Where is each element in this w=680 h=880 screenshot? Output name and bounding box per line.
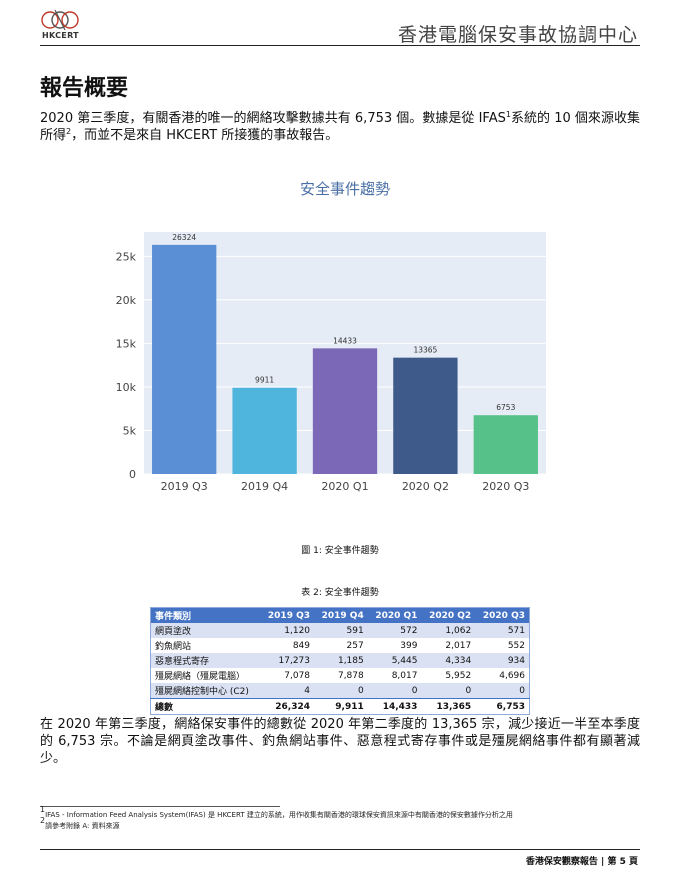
organization-name: 香港電腦保安事故協調中心 [397, 24, 638, 46]
table-cell: 399 [367, 638, 422, 653]
bar [473, 415, 538, 474]
bar [312, 348, 378, 474]
table-cell: 網頁塗改 [150, 623, 261, 638]
table-cell: 257 [314, 638, 368, 653]
intro-text-1: 2020 第三季度，有關香港的唯一的網絡攻擊數據共有 6,753 個。數據是從 … [40, 111, 506, 126]
table-cell: 0 [314, 683, 368, 699]
table-cell: 1,062 [421, 623, 476, 638]
x-tick-label: 2019 Q4 [241, 480, 288, 493]
footer-divider [40, 849, 640, 850]
table-cell: 13,365 [421, 698, 476, 715]
bar [152, 244, 217, 474]
table-cell: 2,017 [421, 638, 476, 653]
hkcert-logo-icon [41, 9, 79, 31]
y-tick-label: 20k [116, 294, 137, 307]
table-cell: 釣魚網站 [150, 638, 261, 653]
chart-title: 安全事件趨勢 [300, 180, 390, 198]
footnote-ref-2: 2 [66, 127, 72, 136]
table-cell: 5,445 [367, 653, 422, 668]
footer-page-label: 香港保安觀察報告 | 第 5 頁 [525, 857, 638, 867]
table-cell: 572 [367, 623, 422, 638]
table-cell: 1,185 [314, 653, 368, 668]
table-cell: 惡意程式寄存 [150, 653, 261, 668]
bar-data-label: 26324 [172, 233, 196, 242]
footnote-text: 請參考附錄 A: 資料來源 [45, 822, 120, 830]
table-header-cell: 事件類別 [150, 607, 261, 623]
table-cell: 26,324 [260, 698, 315, 715]
table-cell: 8,017 [367, 668, 422, 683]
incident-trend-chart: 安全事件趨勢 0 5k 10k 15k 20k 25k 26324 2019 Q3 9911 201… [100, 170, 560, 500]
table-cell: 1,120 [260, 623, 315, 638]
footnote-mark: 1 [40, 805, 46, 814]
table-cell: 6,753 [475, 698, 530, 715]
table-caption: 表 2: 安全事件趨勢 [301, 588, 379, 598]
bar [393, 357, 458, 474]
table-header-cell: 2019 Q4 [314, 607, 368, 623]
summary-paragraph: 在 2020 年第三季度，網絡保安事件的總數從 2020 年第二季度的 13,3… [40, 717, 640, 766]
table-cell: 0 [421, 683, 476, 699]
table-cell: 9,911 [314, 698, 368, 715]
incident-table: 事件類別 2019 Q3 2019 Q4 2020 Q1 2020 Q2 202… [150, 607, 530, 715]
bar-data-label: 13365 [413, 346, 437, 355]
table-row: 殭屍網絡控制中心 (C2) 4 0 0 0 0 [150, 683, 530, 699]
x-tick-label: 2020 Q3 [482, 480, 529, 493]
table-cell: 0 [367, 683, 422, 699]
table-header-cell: 2020 Q1 [367, 607, 422, 623]
table-cell: 552 [475, 638, 530, 653]
table-header-cell: 2020 Q3 [475, 607, 530, 623]
x-tick-label: 2020 Q2 [402, 480, 449, 493]
bar-chart: 安全事件趨勢 0 5k 10k 15k 20k 25k 26324 2019 Q3 9911 201… [116, 180, 546, 493]
bar-data-label: 6753 [496, 403, 515, 412]
table-cell: 殭屍網絡控制中心 (C2) [150, 683, 261, 699]
table-cell: 殭屍網絡（殭屍電腦） [150, 668, 261, 683]
x-tick-label: 2019 Q3 [161, 480, 208, 493]
table-cell: 7,878 [314, 668, 368, 683]
footnote-divider [40, 806, 280, 807]
table-row: 殭屍網絡（殭屍電腦） 7,078 7,878 8,017 5,952 4,696 [150, 668, 530, 683]
table-total-row: 總數 26,324 9,911 14,433 13,365 6,753 [150, 698, 530, 715]
bar-data-label: 9911 [255, 376, 274, 385]
footnote-mark: 2 [40, 816, 46, 825]
y-tick-label: 5k [123, 424, 137, 437]
figure-caption: 圖 1: 安全事件趨勢 [301, 546, 379, 556]
y-tick-label: 0 [129, 468, 136, 481]
table-cell: 849 [260, 638, 315, 653]
table-cell: 7,078 [260, 668, 315, 683]
table-cell: 571 [475, 623, 530, 638]
table-cell: 5,952 [421, 668, 476, 683]
table-cell: 0 [475, 683, 530, 699]
bar [232, 387, 297, 474]
x-tick-label: 2020 Q1 [321, 480, 368, 493]
table-cell: 4 [260, 683, 315, 699]
page-title: 報告概要 [40, 76, 129, 101]
footnote-2: 2請參考附錄 A: 資料來源 [40, 817, 513, 832]
table-cell: 總數 [150, 698, 261, 715]
table-row: 釣魚網站 849 257 399 2,017 552 [150, 638, 530, 653]
logo-text: HKCERT [42, 31, 79, 40]
table-header-cell: 2019 Q3 [260, 607, 315, 623]
y-tick-label: 10k [116, 381, 137, 394]
table-cell: 934 [475, 653, 530, 668]
table-row: 惡意程式寄存 17,273 1,185 5,445 4,334 934 [150, 653, 530, 668]
y-tick-label: 15k [116, 337, 137, 350]
table-cell: 591 [314, 623, 368, 638]
table-header-cell: 2020 Q2 [421, 607, 476, 623]
footnotes: 1IFAS - Information Feed Analysis System… [40, 806, 513, 832]
table-cell: 17,273 [260, 653, 315, 668]
intro-text-2: 系統的 10 個來源收集所得 [40, 111, 641, 143]
intro-text-3: ，而並不是來自 HKCERT 所接獲的事故報告。 [71, 128, 339, 143]
footnote-1: 1IFAS - Information Feed Analysis System… [40, 806, 513, 821]
table-cell: 4,334 [421, 653, 476, 668]
footnote-ref-1: 1 [505, 110, 511, 119]
footnote-text: IFAS - Information Feed Analysis System(… [45, 811, 513, 819]
intro-paragraph: 2020 第三季度，有關香港的唯一的網絡攻擊數據共有 6,753 個。數據是從 … [40, 110, 640, 144]
table-cell: 4,696 [475, 668, 530, 683]
hkcert-logo [40, 8, 88, 48]
table-row: 網頁塗改 1,120 591 572 1,062 571 [150, 623, 530, 638]
table-header-row: 事件類別 2019 Q3 2019 Q4 2020 Q1 2020 Q2 202… [150, 607, 530, 623]
y-tick-label: 25k [116, 250, 137, 263]
bar-data-label: 14433 [333, 336, 357, 345]
header-divider [40, 45, 640, 46]
table-cell: 14,433 [367, 698, 422, 715]
